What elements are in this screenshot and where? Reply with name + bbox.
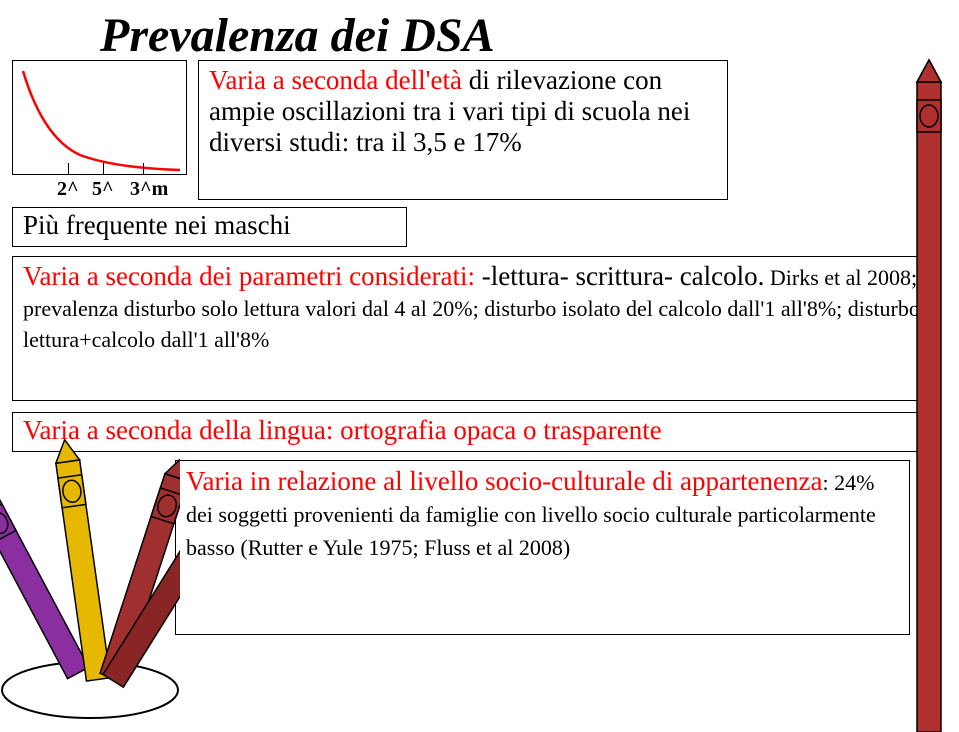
- chart-tick: [143, 163, 144, 175]
- chart-label: 5^: [92, 178, 114, 201]
- chart-tick: [68, 163, 69, 175]
- chart-label: 3^m: [130, 178, 168, 201]
- slide-title: Prevalenza dei DSA: [100, 8, 495, 63]
- box-sociocultural: Varia in relazione al livello socio-cult…: [175, 460, 910, 635]
- box-parameters: Varia a seconda dei parametri considerat…: [12, 256, 932, 401]
- box-gender: Più frequente nei maschi: [12, 207, 407, 247]
- crayons-decoration: [0, 420, 180, 720]
- text: Più frequente nei maschi: [23, 210, 291, 240]
- crayon-tip-decoration: [899, 52, 959, 732]
- prevalence-chart: 2^ 5^ 3^m: [12, 60, 187, 200]
- chart-tick: [103, 163, 104, 175]
- chart-curve: [15, 63, 185, 173]
- text-black: -lettura- scrittura- calcolo.: [475, 261, 764, 291]
- chart-frame: [12, 60, 187, 175]
- chart-label: 2^: [57, 178, 79, 201]
- text-red: Varia in relazione al livello socio-cult…: [186, 466, 822, 496]
- text-red: Varia a seconda dei parametri considerat…: [23, 261, 475, 291]
- text-red: Varia a seconda dell'età: [209, 65, 462, 95]
- box-age-variation: Varia a seconda dell'età di rilevazione …: [198, 60, 728, 200]
